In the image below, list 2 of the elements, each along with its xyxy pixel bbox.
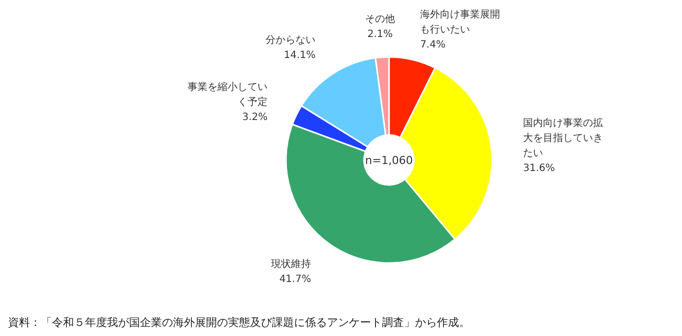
text: n=1,060 bbox=[365, 154, 413, 167]
text: 資料：「令和５年度我が国企業の海外展開の実態及び課題に係るアンケート調査」から作成。 bbox=[8, 316, 470, 329]
